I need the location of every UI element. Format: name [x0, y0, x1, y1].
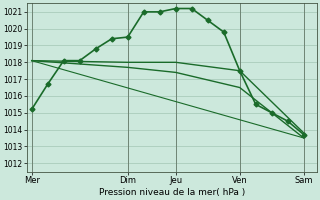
X-axis label: Pression niveau de la mer( hPa ): Pression niveau de la mer( hPa )	[99, 188, 245, 197]
